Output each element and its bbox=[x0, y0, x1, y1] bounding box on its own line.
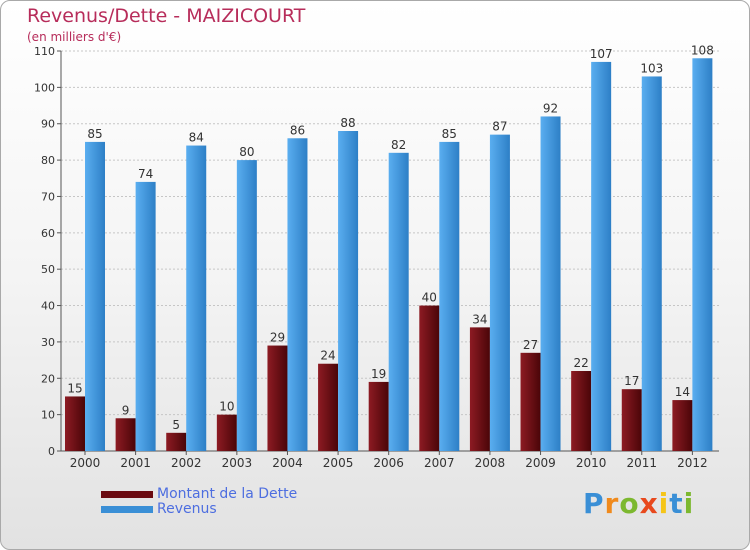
x-tick-label-2005: 2005 bbox=[323, 456, 354, 470]
data-label-revenus-2009: 92 bbox=[543, 101, 558, 115]
logo-letter: i bbox=[683, 487, 695, 520]
data-label-dette-2006: 19 bbox=[371, 367, 386, 381]
data-label-dette-2001: 9 bbox=[122, 403, 130, 417]
x-tick-label-2006: 2006 bbox=[373, 456, 404, 470]
bar-revenus-2009 bbox=[540, 116, 561, 452]
bar-dette-2011 bbox=[621, 389, 642, 451]
bar-dette-2008 bbox=[469, 327, 490, 451]
x-tick-label-2000: 2000 bbox=[70, 456, 101, 470]
x-tick-label-2004: 2004 bbox=[272, 456, 303, 470]
data-label-dette-2002: 5 bbox=[172, 418, 180, 432]
y-tick-label-90: 90 bbox=[41, 118, 55, 131]
logo-letter: P bbox=[583, 487, 605, 520]
data-label-revenus-2002: 84 bbox=[189, 131, 204, 145]
logo-letter: i bbox=[658, 487, 670, 520]
legend-label-dette: Montant de la Dette bbox=[157, 486, 298, 502]
x-tick-label-2007: 2007 bbox=[424, 456, 455, 470]
data-label-dette-2003: 10 bbox=[219, 400, 234, 414]
data-label-revenus-2001: 74 bbox=[138, 167, 153, 181]
logo-letter: x bbox=[639, 487, 659, 520]
data-label-revenus-2000: 85 bbox=[87, 127, 102, 141]
bar-dette-2007 bbox=[419, 305, 440, 451]
data-label-revenus-2007: 85 bbox=[442, 127, 457, 141]
bar-dette-2004 bbox=[267, 345, 288, 451]
bar-dette-2003 bbox=[216, 414, 237, 451]
data-label-revenus-2003: 80 bbox=[239, 145, 254, 159]
y-tick-label-110: 110 bbox=[34, 45, 55, 58]
data-label-revenus-2011: 103 bbox=[640, 61, 663, 75]
bar-revenus-2010 bbox=[591, 61, 612, 452]
data-label-dette-2009: 27 bbox=[523, 338, 538, 352]
x-tick-label-2012: 2012 bbox=[677, 456, 708, 470]
logo-letter: t bbox=[669, 487, 684, 520]
bar-revenus-2007 bbox=[439, 141, 460, 451]
bar-dette-2009 bbox=[520, 352, 541, 451]
logo-letter: o bbox=[619, 487, 640, 520]
data-label-dette-2012: 14 bbox=[675, 385, 690, 399]
bar-dette-2012 bbox=[672, 400, 693, 451]
y-tick-label-10: 10 bbox=[41, 409, 55, 422]
data-label-revenus-2005: 88 bbox=[340, 116, 355, 130]
bar-dette-2002 bbox=[166, 432, 187, 451]
bar-dette-2005 bbox=[318, 363, 339, 451]
bar-dette-2001 bbox=[115, 418, 136, 451]
data-label-revenus-2004: 86 bbox=[290, 123, 305, 137]
bar-dette-2006 bbox=[368, 381, 389, 451]
y-tick-label-0: 0 bbox=[48, 445, 55, 458]
data-label-dette-2005: 24 bbox=[320, 349, 335, 363]
y-tick-label-30: 30 bbox=[41, 336, 55, 349]
x-tick-label-2002: 2002 bbox=[171, 456, 202, 470]
bar-revenus-2006 bbox=[388, 152, 409, 451]
x-tick-label-2010: 2010 bbox=[576, 456, 607, 470]
data-label-dette-2004: 29 bbox=[270, 331, 285, 345]
x-tick-label-2008: 2008 bbox=[475, 456, 506, 470]
y-tick-label-100: 100 bbox=[34, 81, 55, 94]
x-tick-label-2009: 2009 bbox=[525, 456, 556, 470]
bar-revenus-2012 bbox=[692, 58, 713, 451]
logo-letter: r bbox=[604, 487, 620, 520]
bar-revenus-2011 bbox=[641, 76, 662, 452]
legend-item-revenus: Revenus bbox=[101, 502, 297, 517]
x-tick-label-2001: 2001 bbox=[120, 456, 151, 470]
data-label-revenus-2006: 82 bbox=[391, 138, 406, 152]
bar-revenus-2005 bbox=[338, 131, 359, 451]
chart-legend: Montant de la Dette Revenus bbox=[101, 487, 297, 517]
bar-revenus-2001 bbox=[135, 181, 156, 451]
legend-item-dette: Montant de la Dette bbox=[101, 487, 297, 502]
data-label-revenus-2012: 108 bbox=[691, 43, 714, 57]
bar-dette-2000 bbox=[65, 396, 85, 451]
bar-revenus-2008 bbox=[489, 134, 510, 452]
data-label-revenus-2008: 87 bbox=[492, 120, 507, 134]
bar-revenus-2002 bbox=[186, 145, 207, 451]
y-tick-label-80: 80 bbox=[41, 154, 55, 167]
y-tick-label-70: 70 bbox=[41, 190, 55, 203]
proxiti-logo: Proxiti bbox=[583, 487, 694, 520]
legend-swatch-dette bbox=[101, 491, 153, 498]
bar-revenus-2000 bbox=[85, 141, 105, 451]
chart-title: Revenus/Dette - MAIZICOURT bbox=[27, 5, 306, 27]
legend-swatch-revenus bbox=[101, 506, 153, 513]
x-tick-label-2011: 2011 bbox=[626, 456, 657, 470]
legend-label-revenus: Revenus bbox=[157, 501, 217, 517]
bar-revenus-2004 bbox=[287, 138, 308, 452]
y-tick-label-20: 20 bbox=[41, 372, 55, 385]
bar-dette-2010 bbox=[571, 371, 592, 451]
data-label-dette-2011: 17 bbox=[624, 374, 639, 388]
y-tick-label-50: 50 bbox=[41, 263, 55, 276]
data-label-dette-2008: 34 bbox=[472, 312, 487, 326]
bar-revenus-2003 bbox=[236, 160, 257, 451]
x-tick-label-2003: 2003 bbox=[222, 456, 253, 470]
chart-subtitle: (en milliers d'€) bbox=[27, 30, 122, 44]
data-label-dette-2007: 40 bbox=[422, 291, 437, 305]
data-label-dette-2010: 22 bbox=[574, 356, 589, 370]
y-tick-label-60: 60 bbox=[41, 227, 55, 240]
data-label-dette-2000: 15 bbox=[67, 381, 82, 395]
y-tick-label-40: 40 bbox=[41, 300, 55, 313]
data-label-revenus-2010: 107 bbox=[590, 47, 613, 61]
